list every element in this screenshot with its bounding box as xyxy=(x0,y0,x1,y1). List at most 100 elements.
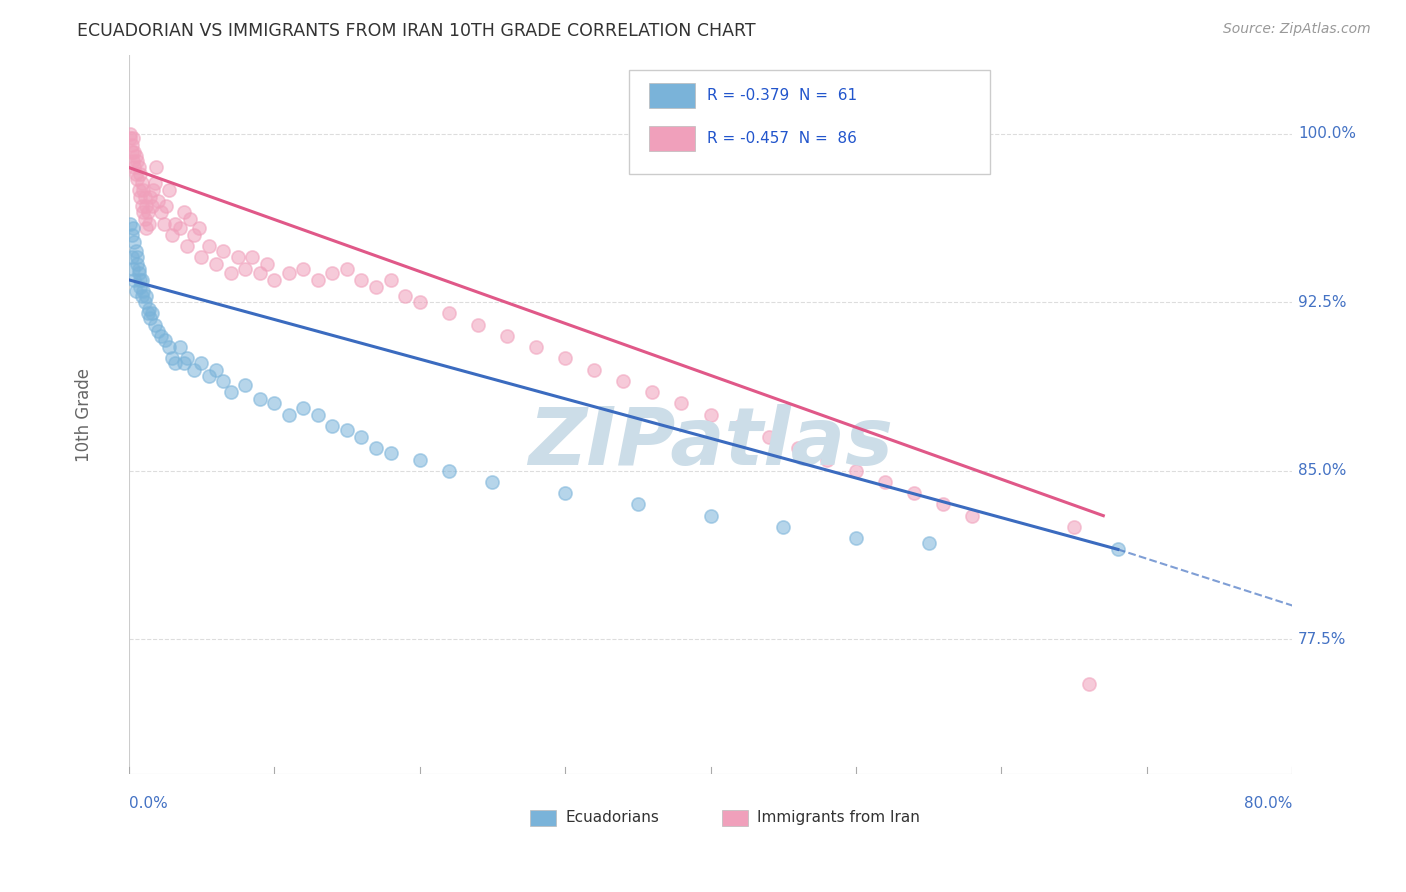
Point xyxy=(122,153,145,168)
Point xyxy=(219,385,242,400)
Point xyxy=(129,279,152,293)
Point xyxy=(127,257,149,271)
Point xyxy=(758,430,780,444)
Point xyxy=(205,257,228,271)
Point xyxy=(129,273,152,287)
Text: R = -0.379  N =  61: R = -0.379 N = 61 xyxy=(707,88,858,103)
FancyBboxPatch shape xyxy=(723,810,748,826)
Point xyxy=(122,131,145,145)
Point xyxy=(240,250,263,264)
Point xyxy=(121,138,143,153)
Point xyxy=(728,418,751,433)
Point xyxy=(321,418,343,433)
Point xyxy=(125,167,148,181)
Point xyxy=(380,446,402,460)
FancyBboxPatch shape xyxy=(648,83,696,108)
Text: R = -0.457  N =  86: R = -0.457 N = 86 xyxy=(707,131,856,146)
Point xyxy=(134,189,156,203)
Point xyxy=(336,261,359,276)
Point xyxy=(121,227,143,242)
Point xyxy=(162,227,184,242)
Point xyxy=(1077,677,1099,691)
Point xyxy=(212,244,235,258)
Point xyxy=(176,351,198,366)
Point xyxy=(128,161,150,175)
Point xyxy=(786,442,808,456)
Point xyxy=(554,486,576,500)
Point xyxy=(1063,520,1085,534)
Point xyxy=(128,261,150,276)
Point xyxy=(132,183,155,197)
Point xyxy=(187,221,209,235)
Point xyxy=(134,295,156,310)
Text: Source: ZipAtlas.com: Source: ZipAtlas.com xyxy=(1223,22,1371,37)
Point xyxy=(131,176,153,190)
Point xyxy=(121,145,143,159)
Point xyxy=(153,334,176,348)
Point xyxy=(249,266,271,280)
Point xyxy=(350,273,373,287)
Point xyxy=(125,284,148,298)
Point xyxy=(364,279,387,293)
Point xyxy=(179,212,201,227)
Point xyxy=(699,408,721,422)
Point xyxy=(190,356,212,370)
Point xyxy=(205,362,228,376)
Point xyxy=(169,221,191,235)
Point xyxy=(336,423,359,437)
Point xyxy=(121,250,143,264)
Point xyxy=(145,161,167,175)
Point xyxy=(190,250,212,264)
Point xyxy=(226,250,249,264)
Point xyxy=(132,284,155,298)
Point xyxy=(467,318,489,332)
Point xyxy=(845,464,868,478)
Point xyxy=(146,325,169,339)
Point xyxy=(249,392,271,406)
Point xyxy=(131,288,153,302)
Point xyxy=(128,183,150,197)
Point xyxy=(127,171,149,186)
Point xyxy=(120,217,142,231)
Point xyxy=(127,250,149,264)
Point xyxy=(155,199,177,213)
Point xyxy=(408,295,430,310)
Point xyxy=(136,205,159,219)
Point xyxy=(263,273,285,287)
Point xyxy=(129,167,152,181)
Point xyxy=(124,145,146,159)
Text: 80.0%: 80.0% xyxy=(1244,797,1292,812)
Point xyxy=(125,149,148,163)
Point xyxy=(292,401,315,415)
Point xyxy=(408,452,430,467)
Point xyxy=(183,227,205,242)
Point xyxy=(612,374,634,388)
Point xyxy=(380,273,402,287)
Text: 77.5%: 77.5% xyxy=(1298,632,1347,647)
Text: ZIPatlas: ZIPatlas xyxy=(529,404,893,483)
Text: Immigrants from Iran: Immigrants from Iran xyxy=(756,810,920,825)
Point xyxy=(142,183,165,197)
Point xyxy=(139,310,162,325)
Point xyxy=(350,430,373,444)
Point xyxy=(135,199,157,213)
Point xyxy=(197,369,219,384)
Point xyxy=(554,351,576,366)
Point xyxy=(699,508,721,523)
Text: 92.5%: 92.5% xyxy=(1298,294,1347,310)
Point xyxy=(132,205,155,219)
FancyBboxPatch shape xyxy=(628,70,990,174)
Point xyxy=(394,288,416,302)
Point xyxy=(932,498,955,512)
Point xyxy=(136,306,159,320)
Point xyxy=(157,340,180,354)
Point xyxy=(641,385,664,400)
Point xyxy=(292,261,315,276)
Point xyxy=(124,273,146,287)
Point xyxy=(212,374,235,388)
Point xyxy=(583,362,606,376)
Point xyxy=(120,127,142,141)
Point xyxy=(875,475,897,489)
Point xyxy=(138,301,160,316)
Text: 85.0%: 85.0% xyxy=(1298,463,1347,478)
